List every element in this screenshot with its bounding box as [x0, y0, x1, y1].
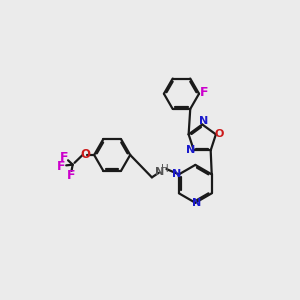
Text: N: N	[155, 167, 164, 177]
Text: N: N	[186, 146, 195, 155]
Text: H: H	[161, 164, 169, 174]
Text: F: F	[60, 151, 68, 164]
Text: F: F	[67, 169, 76, 182]
Text: N: N	[199, 116, 208, 127]
Text: O: O	[215, 129, 224, 140]
Text: N: N	[192, 198, 201, 208]
Text: O: O	[80, 148, 90, 161]
Text: F: F	[200, 86, 208, 99]
Text: F: F	[57, 160, 66, 173]
Text: N: N	[172, 169, 182, 179]
